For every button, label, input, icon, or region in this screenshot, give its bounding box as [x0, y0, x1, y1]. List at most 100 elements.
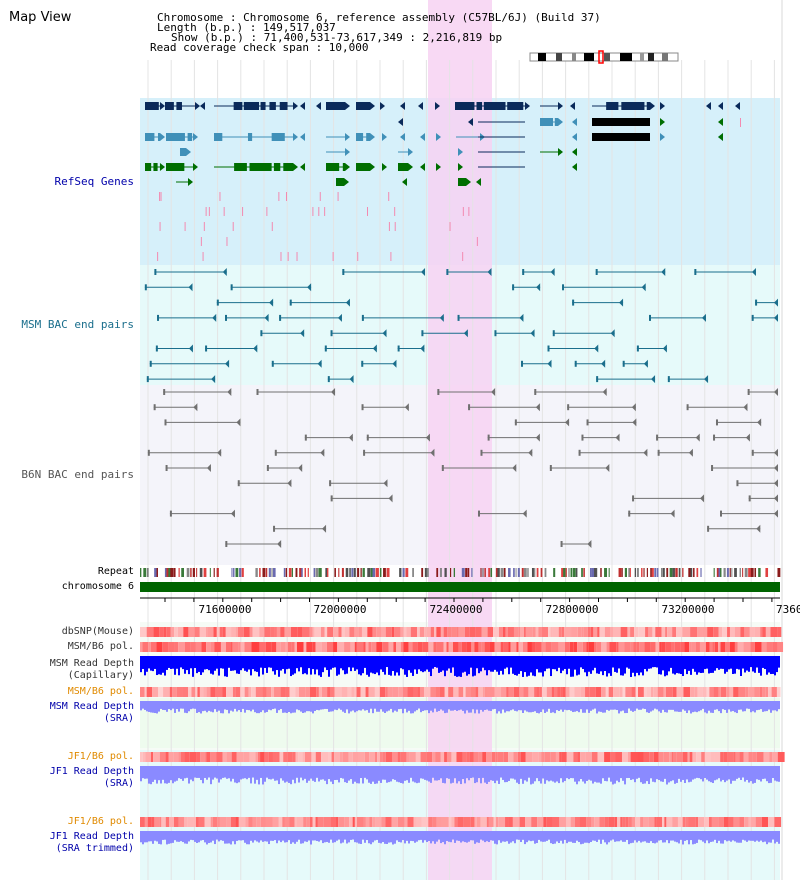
bac-end: [596, 376, 599, 383]
depth-bar: [278, 701, 280, 711]
depth-bar: [390, 656, 392, 676]
depth-bar: [492, 766, 494, 781]
depth-bar: [646, 831, 648, 843]
depth-bar: [172, 831, 174, 843]
polymorphism-cell: [535, 642, 542, 652]
depth-bar: [410, 656, 412, 673]
polymorphism-cell: [710, 752, 715, 762]
gene-exon: [356, 163, 370, 171]
depth-bar: [708, 766, 710, 782]
depth-bar: [700, 766, 702, 780]
polymorphism-cell: [661, 642, 666, 652]
depth-bar: [328, 701, 330, 712]
repeat-feature: [345, 568, 349, 577]
polymorphism-cell: [225, 627, 232, 637]
polymorphism-cell: [494, 642, 501, 652]
polymorphism-cell: [282, 817, 285, 827]
polymorphism-cell: [446, 752, 452, 762]
polymorphism-cell: [416, 817, 422, 827]
depth-bar: [618, 656, 620, 669]
depth-bar: [188, 701, 190, 712]
track-label-msm-b6-pol-sra[interactable]: MSM/B6 pol.: [67, 686, 134, 697]
depth-bar: [648, 656, 650, 669]
depth-bar: [532, 701, 534, 712]
polymorphism-cell: [699, 642, 706, 652]
depth-bar: [582, 656, 584, 670]
depth-bar: [516, 701, 518, 712]
track-label-jf1-b6-pol[interactable]: JF1/B6 pol.: [67, 751, 134, 762]
depth-bar: [170, 701, 172, 711]
depth-bar: [312, 831, 314, 841]
polymorphism-cell: [657, 687, 664, 697]
polymorphism-cell: [640, 817, 644, 827]
polymorphism-cell: [447, 627, 452, 637]
polymorphism-cell: [344, 627, 350, 637]
depth-bar: [152, 701, 154, 713]
polymorphism-cell: [276, 627, 281, 637]
polymorphism-cell: [561, 752, 567, 762]
depth-bar: [582, 766, 584, 782]
polymorphism-cell: [671, 642, 675, 652]
gene-arrow: [558, 148, 563, 156]
depth-bar: [754, 766, 756, 783]
polymorphism-cell: [458, 627, 465, 637]
track-label-msm-depth-sra[interactable]: MSM Read Depth: [49, 701, 134, 712]
depth-bar: [478, 766, 480, 779]
polymorphism-cell: [655, 642, 660, 652]
track-label-jf1-b6-pol-2[interactable]: JF1/B6 pol.: [67, 816, 134, 827]
depth-bar: [346, 831, 348, 844]
track-label-dbsnp[interactable]: dbSNP(Mouse): [61, 626, 134, 637]
polymorphism-cell: [226, 687, 233, 697]
depth-bar: [140, 831, 142, 843]
depth-bar: [182, 831, 184, 843]
polymorphism-cell: [620, 817, 623, 827]
track-label-msm-b6-pol[interactable]: MSM/B6 pol.: [67, 641, 134, 652]
polymorphism-cell: [314, 627, 321, 637]
depth-bar: [240, 766, 242, 780]
depth-bar: [348, 701, 350, 714]
depth-bar: [314, 701, 316, 712]
depth-bar: [572, 766, 574, 779]
gene-exon: [260, 102, 266, 110]
depth-bar: [636, 701, 638, 709]
repeat-feature: [338, 568, 340, 577]
depth-bar: [760, 656, 762, 676]
polymorphism-cell: [495, 752, 498, 762]
track-label-b6n-bac[interactable]: B6N BAC end pairs: [21, 468, 134, 481]
polymorphism-cell: [508, 817, 513, 827]
repeat-feature: [534, 568, 536, 577]
depth-bar: [210, 831, 212, 843]
repeat-feature: [368, 568, 371, 577]
depth-bar: [152, 656, 154, 672]
depth-bar: [486, 831, 488, 842]
polymorphism-cell: [426, 627, 431, 637]
depth-bar: [288, 701, 290, 712]
depth-bar: [696, 766, 698, 778]
depth-bar: [678, 766, 680, 779]
polymorphism-cell: [201, 642, 207, 652]
polymorphism-cell: [289, 817, 295, 827]
track-label-jf1-depth-trimmed[interactable]: JF1 Read Depth: [49, 831, 134, 842]
polymorphism-cell: [594, 642, 597, 652]
depth-bar: [240, 831, 242, 841]
track-label-msm-depth-capillary[interactable]: MSM Read Depth: [49, 658, 134, 669]
polymorphism-cell: [169, 687, 173, 697]
depth-bar: [572, 701, 574, 713]
track-label-refseq[interactable]: RefSeq Genes: [54, 175, 134, 188]
depth-bar: [630, 831, 632, 844]
depth-bar: [744, 656, 746, 673]
track-label-repeat[interactable]: Repeat: [97, 566, 134, 577]
polymorphism-cell: [519, 817, 526, 827]
track-label-msm-bac[interactable]: MSM BAC end pairs: [21, 318, 134, 331]
track-label-chromosome: chromosome 6: [61, 581, 134, 592]
polymorphism-cell: [474, 642, 479, 652]
polymorphism-cell: [635, 687, 638, 697]
show-range-info: Show (b.p.) : 71,400,531-73,617,349 : 2,…: [171, 31, 503, 44]
depth-bar: [304, 701, 306, 713]
depth-bar: [168, 701, 170, 710]
repeat-feature: [388, 568, 390, 577]
polymorphism-cell: [729, 687, 734, 697]
track-label-jf1-depth-sra[interactable]: JF1 Read Depth: [49, 766, 134, 777]
depth-bar: [742, 656, 744, 669]
